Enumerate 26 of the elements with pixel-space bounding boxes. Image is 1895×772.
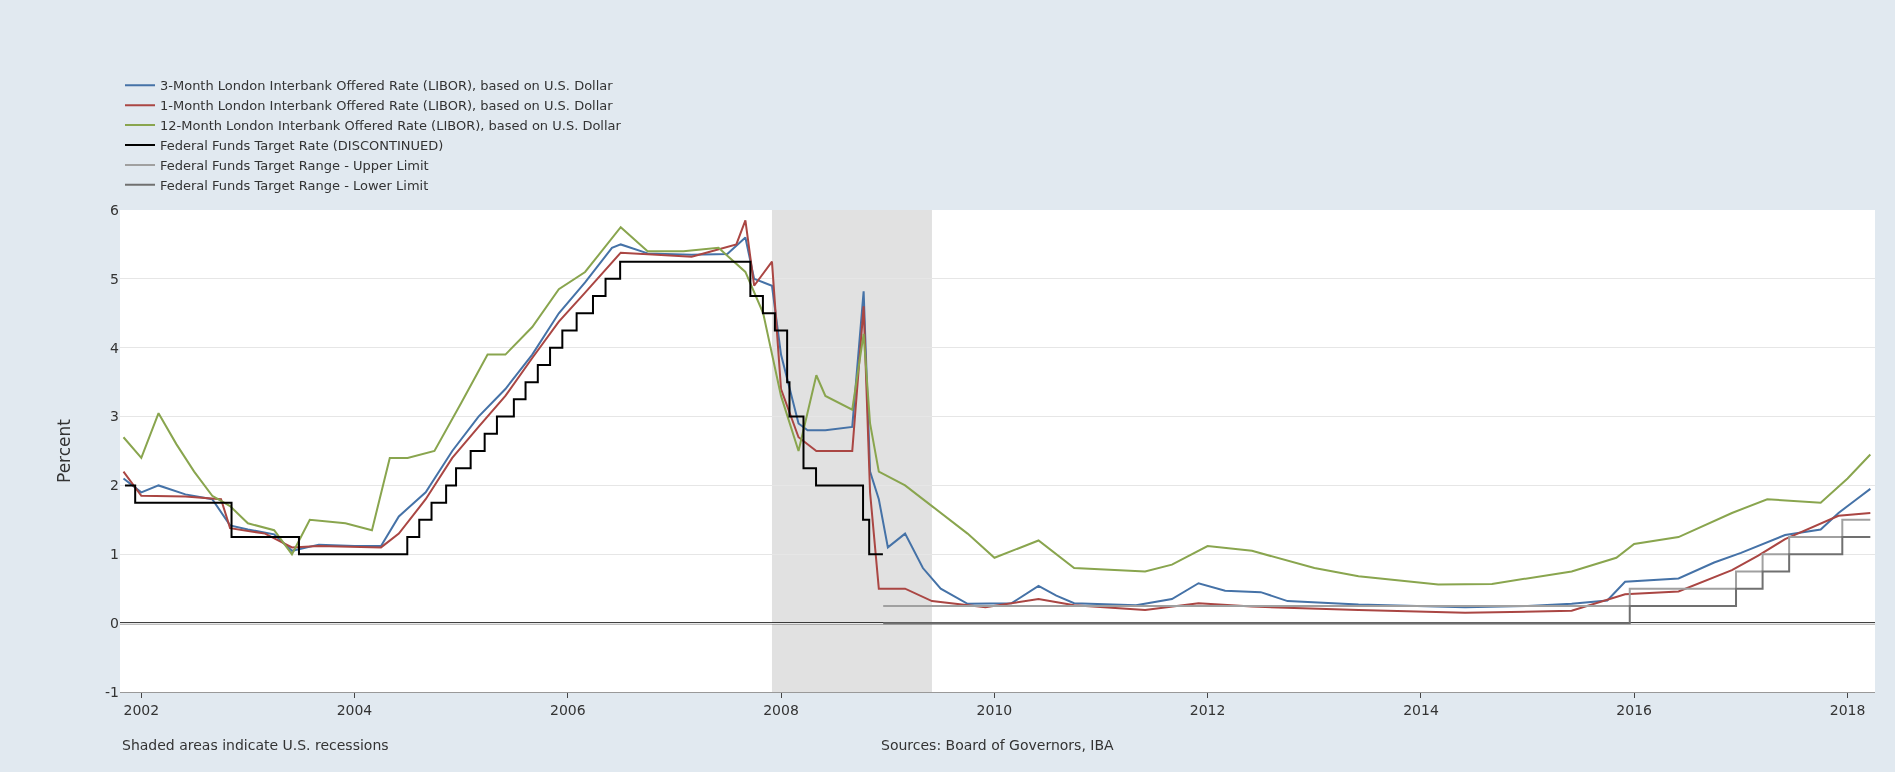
legend-label: 1-Month London Interbank Offered Rate (LIBOR), based on U.S. Dollar [160,98,614,114]
legend-label: Federal Funds Target Rate (DISCONTINUED) [160,138,444,154]
y-tick-label: 5 [110,270,119,287]
y-tick-label: -1 [105,683,119,700]
source-note: Sources: Board of Governors, IBA [881,737,1115,753]
legend-label: Federal Funds Target Range - Lower Limit [160,177,429,193]
y-tick-label: 4 [110,339,120,356]
legend-label: Federal Funds Target Range - Upper Limit [160,157,429,173]
y-tick-label: 3 [110,408,119,425]
x-tick-label: 2016 [1616,701,1653,718]
x-tick-label: 2014 [1403,701,1439,718]
y-axis-title: Percent [53,418,74,483]
x-tick-label: 2002 [123,701,160,718]
y-tick-label: 0 [110,615,119,632]
x-tick-label: 2008 [763,701,799,718]
text: Shaded areas indicate U.S. recessions [122,737,389,753]
legend-label: 3-Month London Interbank Offered Rate (LIBOR), based on U.S. Dollar [160,78,614,94]
x-tick-label: 2018 [1829,701,1866,718]
y-tick-label: 2 [110,477,119,494]
y-tick-label: 1 [110,546,119,563]
y-tick-label: 6 [110,201,120,218]
x-tick-label: 2004 [336,701,373,718]
legend-label: 12-Month London Interbank Offered Rate (LIBOR), based on U.S. Dollar [160,118,622,134]
x-tick-label: 2010 [976,701,1013,718]
x-tick-label: 2006 [550,701,586,718]
x-tick-label: 2012 [1189,701,1226,718]
